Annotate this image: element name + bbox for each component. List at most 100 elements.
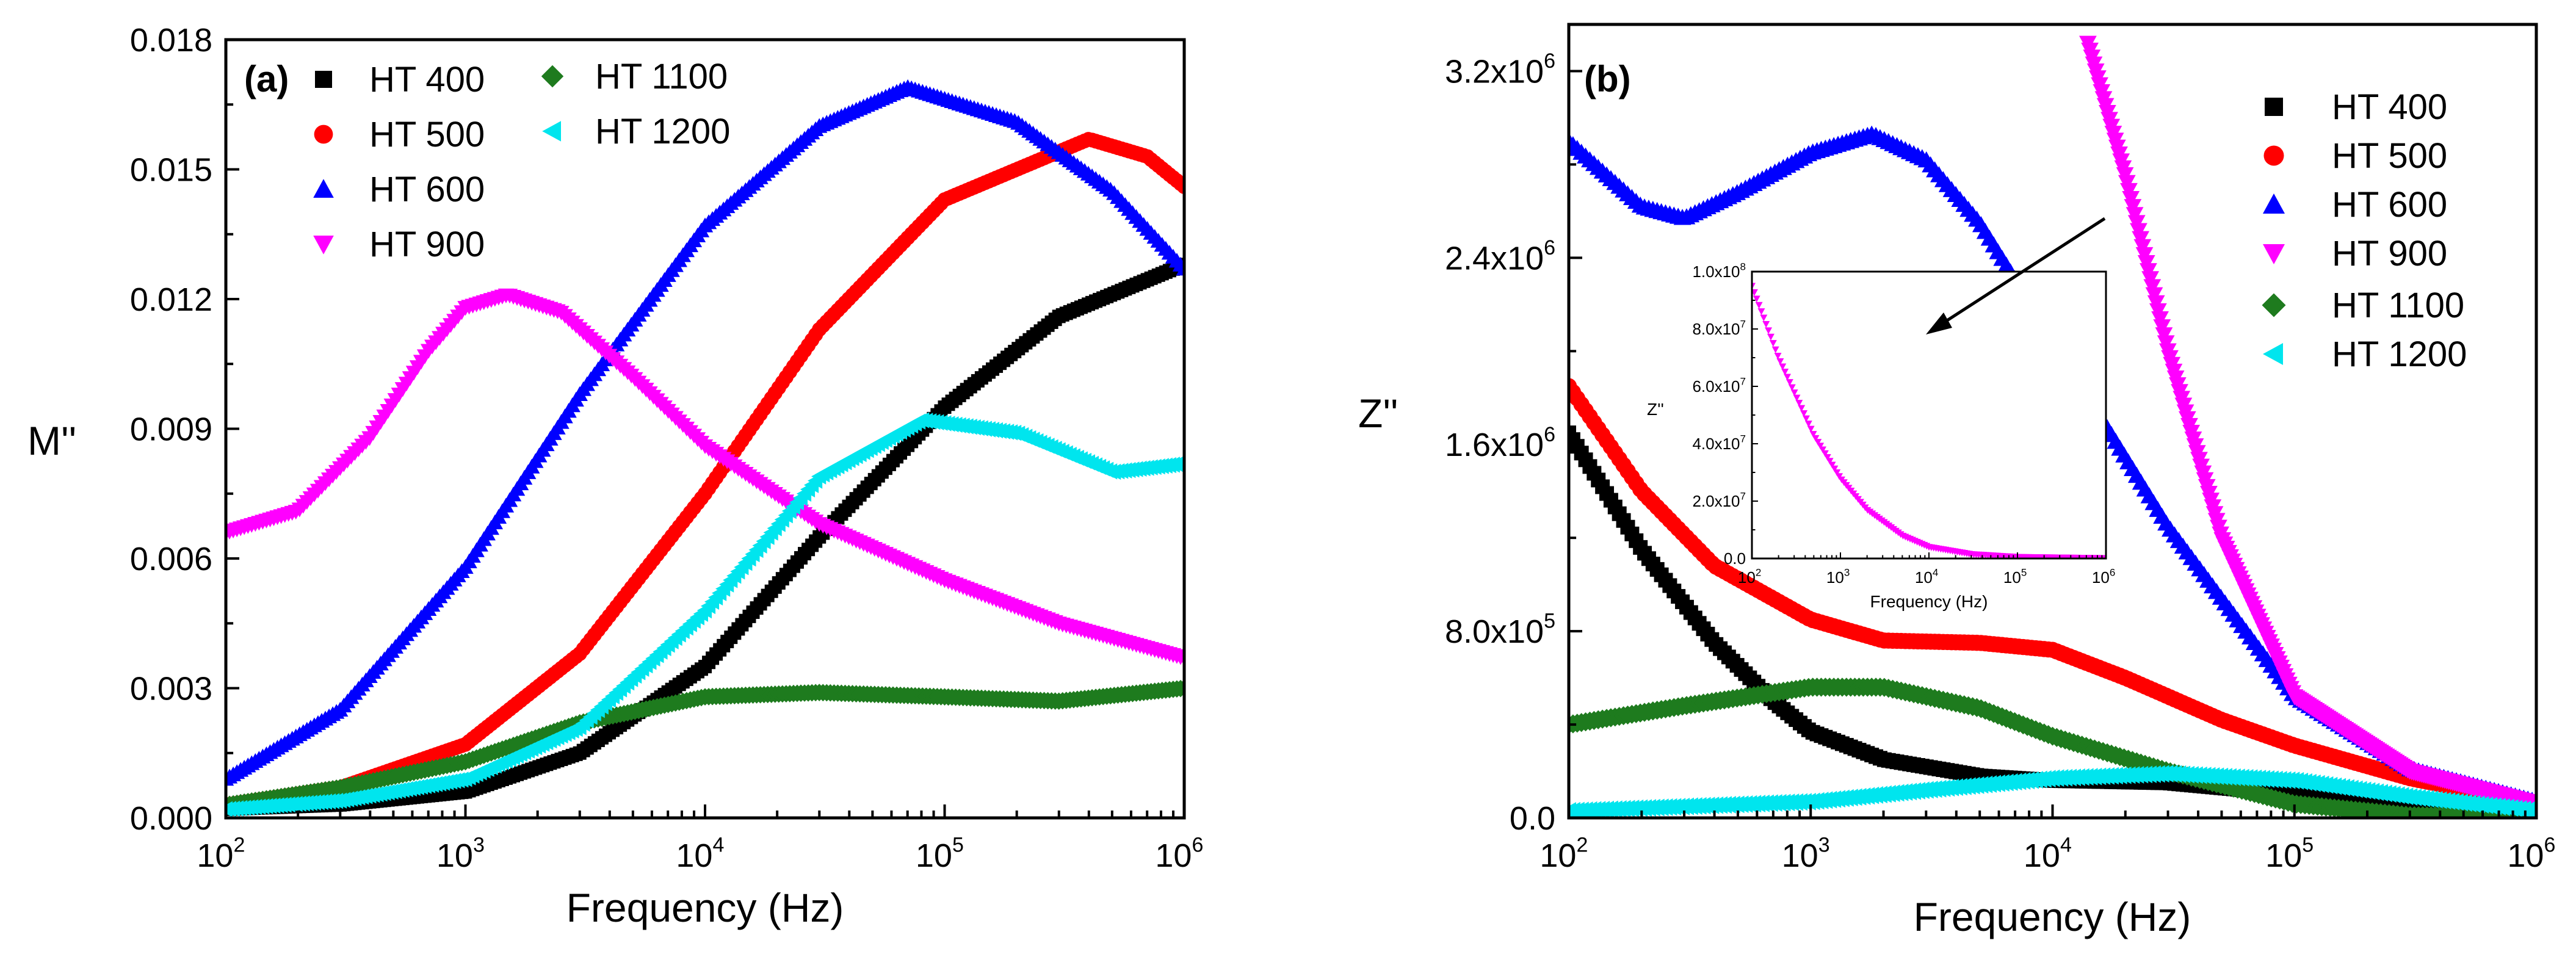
chart-b-series-ht-900	[2079, 35, 2536, 813]
chart-b-legend-item-ht-900: HT 900	[2263, 234, 2447, 273]
chart-b-series-ht-500	[1569, 378, 2536, 812]
chart-b-legend-label: HT 900	[2332, 234, 2447, 273]
chart-a-point-ht-900	[1176, 651, 1184, 667]
chart-b-legend-marker-ht-1100	[2262, 293, 2286, 317]
chart-b-legend-item-ht-1200: HT 1200	[2263, 334, 2467, 374]
chart-b-inset-point-ht-900	[1793, 394, 1801, 402]
chart-b-inset-point-ht-900	[1785, 379, 1793, 386]
chart-b-inset-y-tick-label: 6.0x107	[1692, 375, 1746, 396]
chart-a-x-tick-label: 103	[436, 834, 485, 874]
chart-b-inset-point-ht-900	[1781, 369, 1789, 376]
chart-panel-a: 0.000 0.003 0.006 0.009 0.012 0.015 0.018 102 10…	[27, 22, 1203, 930]
chart-b-y-tick-label: 8.0x105	[1445, 610, 1555, 650]
chart-b-inset-point-ht-900	[1817, 443, 1825, 450]
chart-a-y-tick-label: 0.012	[130, 281, 212, 318]
chart-b-inset-point-ht-900	[1752, 289, 1758, 296]
chart-b-legend-label: HT 1100	[2332, 286, 2464, 325]
chart-a-series-group	[226, 79, 1184, 818]
chart-a-legend-marker-ht-400	[315, 71, 332, 88]
chart-b-panel-label: (b)	[1584, 59, 1631, 99]
chart-b-inset-point-ht-900	[1804, 421, 1812, 428]
chart-a-series-ht-1200	[226, 412, 1184, 818]
chart-b-inset-y-tick-label: 4.0x107	[1692, 433, 1746, 453]
chart-b-x-tick-label: 104	[2024, 834, 2072, 874]
chart-b-inset-point-ht-900	[1788, 384, 1796, 391]
chart-a-legend-label: HT 1200	[595, 112, 730, 151]
chart-b-inset-point-ht-900	[1784, 374, 1791, 381]
chart-b-legend-label: HT 400	[2332, 87, 2447, 127]
chart-a-series-ht-900	[226, 288, 1184, 667]
chart-b-legend-item-ht-600: HT 600	[2263, 185, 2447, 225]
chart-b-inset-point-ht-900	[1807, 425, 1815, 433]
chart-b-inset-point-ht-900	[1814, 439, 1822, 446]
chart-b-inset-point-ht-900	[1802, 415, 1810, 422]
chart-a-panel-label: (a)	[244, 59, 289, 99]
chart-b-legend-marker-ht-400	[2265, 98, 2283, 116]
chart-b-inset-point-ht-900	[1776, 358, 1784, 366]
chart-b-series-group	[1569, 35, 2536, 818]
chart-a-legend-item-ht-600: HT 600	[313, 170, 485, 209]
chart-b-inset-y-tick-label: 0.0	[1724, 549, 1746, 568]
chart-b-inset-point-ht-900	[1762, 320, 1770, 328]
chart-a-legend-item-ht-1100: HT 1100	[541, 57, 728, 96]
chart-a-y-tick-label: 0.003	[130, 670, 212, 707]
chart-b-x-tick-label: 102	[1539, 834, 1588, 874]
chart-b-point-ht-900	[2527, 797, 2536, 813]
chart-b-y-tick-label: 0.0	[1510, 800, 1555, 837]
chart-a-y-tick-label: 0.015	[130, 151, 212, 188]
chart-a-series-ht-600	[226, 79, 1184, 786]
chart-b-legend-marker-ht-500	[2263, 145, 2284, 166]
chart-a-legend-marker-ht-900	[313, 236, 334, 255]
chart-a-x-tick-label: 105	[916, 834, 964, 874]
chart-a-axes: 0.000 0.003 0.006 0.009 0.012 0.015 0.018 102 10…	[130, 22, 1204, 874]
chart-a-legend-label: HT 900	[369, 225, 485, 264]
chart-b-inset-y-tick-label: 8.0x107	[1692, 318, 1746, 338]
chart-b-inset-point-ht-900	[1779, 363, 1787, 370]
chart-a-legend-marker-ht-1100	[541, 65, 564, 88]
chart-a-point-ht-1200	[1176, 458, 1184, 468]
chart-a-legend-label: HT 600	[369, 170, 485, 209]
chart-b-legend-item-ht-400: HT 400	[2265, 87, 2447, 127]
chart-b-axes: 0.0 8.0x105 1.6x106 2.4x106 3.2x106 102 103 104…	[1445, 49, 2555, 874]
chart-b-inset-point-ht-900	[1769, 340, 1777, 347]
chart-b-inset-point-ht-900	[1798, 405, 1806, 412]
chart-a-legend-item-ht-500: HT 500	[314, 115, 485, 154]
chart-a-point-ht-600	[1176, 261, 1184, 276]
chart-b-inset: 0.0 2.0x107 4.0x107 6.0x107 8.0x107 1.0x108 10…	[1647, 261, 2115, 611]
chart-b-inset-point-ht-900	[1771, 346, 1779, 353]
chart-b-point-ht-1200	[2527, 806, 2536, 816]
chart-a-y-tick-label: 0.009	[130, 411, 212, 447]
chart-a-legend-marker-ht-500	[314, 125, 333, 144]
chart-b-legend-marker-ht-1200	[2263, 343, 2283, 365]
chart-b-inset-point-ht-900	[1765, 327, 1773, 334]
chart-b-inset-axes: 0.0 2.0x107 4.0x107 6.0x107 8.0x107 1.0x108 10…	[1692, 261, 2115, 587]
chart-a-y-tick-label: 0.006	[130, 541, 212, 577]
chart-panel-b: 0.0 8.0x105 1.6x106 2.4x106 3.2x106 102 103 104…	[1358, 23, 2555, 939]
chart-b-inset-point-ht-900	[1821, 450, 1829, 457]
chart-a-y-tick-label: 0.000	[130, 800, 212, 837]
chart-b-inset-point-ht-900	[1819, 446, 1826, 454]
chart-b-inset-point-ht-900	[1831, 465, 1839, 472]
chart-b-legend: HT 400 HT 500 HT 600 HT 900 HT 1100 HT 1200	[2262, 87, 2467, 374]
chart-b-inset-y-tick-label: 1.0x108	[1692, 261, 1746, 281]
chart-b-series-ht-1200	[1569, 765, 2536, 818]
chart-a-x-axis-title: Frequency (Hz)	[566, 885, 844, 930]
chart-b-x-tick-label: 106	[2507, 834, 2555, 874]
chart-a-x-tick-label: 102	[197, 834, 245, 874]
chart-b-inset-x-axis-title: Frequency (Hz)	[1870, 592, 1988, 611]
chart-a-legend-item-ht-400: HT 400	[315, 60, 485, 99]
chart-b-inset-point-ht-900	[1800, 410, 1808, 417]
chart-b-inset-point-ht-900	[1809, 431, 1817, 438]
chart-a-legend-label: HT 500	[369, 115, 485, 154]
chart-b-y-tick-label: 1.6x106	[1445, 423, 1555, 463]
chart-a-x-tick-label: 104	[676, 834, 724, 874]
chart-b-inset-x-tick-label: 104	[1915, 566, 1938, 587]
chart-b-x-axis-title: Frequency (Hz)	[1914, 894, 2191, 939]
chart-a-y-axis-title: M''	[27, 418, 76, 463]
chart-b-inset-point-ht-900	[1828, 461, 1836, 469]
chart-b-inset-x-tick-label: 105	[2003, 566, 2027, 587]
chart-a-legend-item-ht-900: HT 900	[313, 225, 485, 264]
chart-b-legend-item-ht-500: HT 500	[2263, 136, 2447, 176]
chart-b-inset-point-ht-900	[1795, 400, 1803, 407]
